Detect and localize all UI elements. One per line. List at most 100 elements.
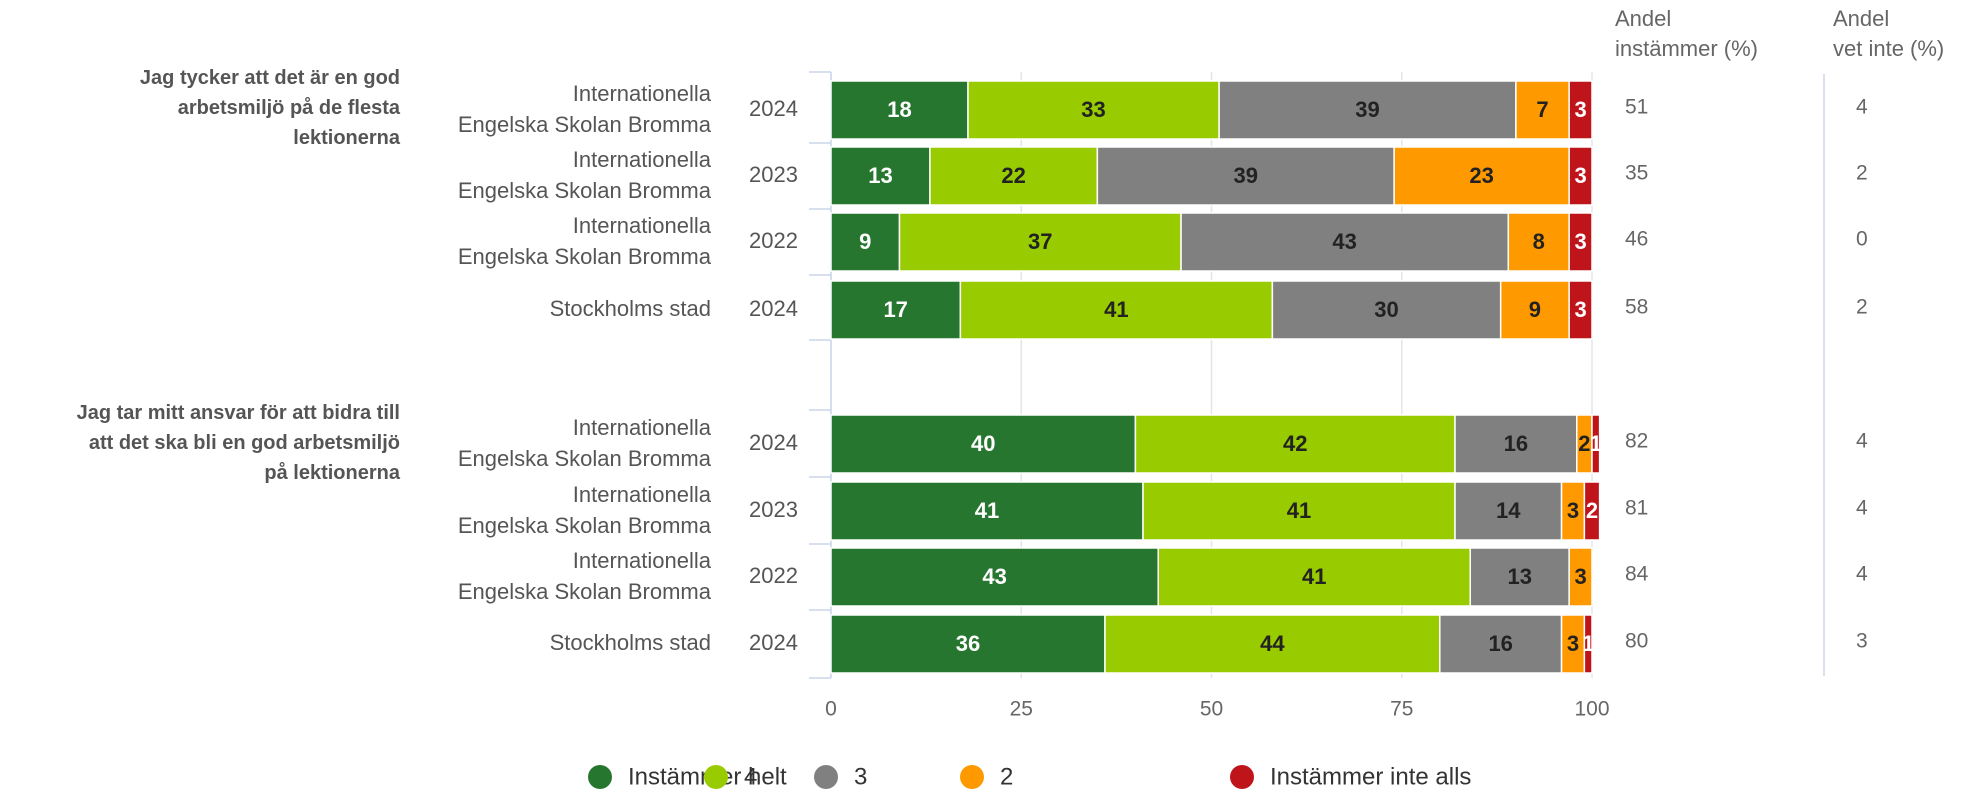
school-label: Engelska Skolan Bromma: [458, 112, 712, 137]
school-label: Engelska Skolan Bromma: [458, 579, 712, 604]
bar-segment: [830, 481, 1144, 541]
legend-marker: [960, 765, 984, 789]
andel-vet-inte-value: 4: [1856, 563, 1868, 586]
data-label: 41: [975, 498, 999, 523]
andel-instammer-value: 81: [1625, 497, 1648, 520]
data-label: 43: [982, 564, 1006, 589]
andel-vet-inte-value: 4: [1856, 96, 1868, 119]
data-label: 3: [1574, 564, 1586, 589]
bar-segment: [1568, 146, 1593, 206]
legend-marker: [588, 765, 612, 789]
bar-segment: [1568, 212, 1593, 272]
data-label: 17: [883, 297, 907, 322]
data-label: 3: [1574, 229, 1586, 254]
school-label: Engelska Skolan Bromma: [458, 513, 712, 538]
column-header-line: vet inte (%): [1833, 36, 1945, 61]
question-label-2: Jag tar mitt ansvar för att bidra till a…: [0, 398, 400, 488]
question-line: att det ska bli en god arbetsmiljö: [88, 432, 400, 454]
andel-instammer-value: 80: [1625, 630, 1648, 653]
data-label: 1: [1590, 431, 1602, 456]
school-label: Stockholms stad: [550, 296, 711, 321]
data-label: 36: [956, 631, 980, 656]
bar-segment: [1515, 80, 1570, 140]
school-label: Engelska Skolan Bromma: [458, 178, 712, 203]
data-label: 23: [1469, 163, 1493, 188]
bar-segment: [1134, 414, 1456, 474]
legend-item: Instämmer inte alls: [1270, 763, 1471, 790]
school-label: Internationella: [573, 213, 712, 238]
andel-vet-inte-value: 2: [1856, 162, 1868, 185]
column-header-line: Andel: [1615, 6, 1672, 31]
x-tick-label: 25: [1010, 698, 1033, 721]
year-label: 2024: [749, 430, 798, 455]
data-label: 41: [1287, 498, 1311, 523]
bar-segment: [830, 547, 1159, 607]
bar-segment: [1583, 481, 1601, 541]
data-label: 16: [1504, 431, 1528, 456]
bar-segment: [1218, 80, 1517, 140]
question-line: på lektionerna: [264, 462, 400, 484]
x-tick-label: 75: [1390, 698, 1413, 721]
data-label: 16: [1488, 631, 1512, 656]
legend-marker: [1230, 765, 1254, 789]
question-line: lektionerna: [293, 127, 400, 149]
question-label-1: Jag tycker att det är en god arbetsmiljö…: [0, 63, 400, 153]
bar-segment: [830, 146, 931, 206]
bar-segment: [1591, 414, 1601, 474]
data-label: 40: [971, 431, 995, 456]
data-label: 3: [1574, 163, 1586, 188]
school-label: Internationella: [573, 81, 712, 106]
x-tick-label: 50: [1200, 698, 1223, 721]
bar-segment: [830, 280, 962, 340]
data-label: 22: [1001, 163, 1025, 188]
bar-segment: [929, 146, 1099, 206]
data-label: 9: [1529, 297, 1541, 322]
bar-segment: [1142, 481, 1456, 541]
year-label: 2023: [749, 497, 798, 522]
bar-segment: [1568, 547, 1593, 607]
bar-segment: [1393, 146, 1570, 206]
andel-instammer-value: 35: [1625, 162, 1648, 185]
bar-segment: [1568, 280, 1593, 340]
data-label: 30: [1374, 297, 1398, 322]
andel-instammer-value: 84: [1625, 563, 1649, 586]
x-tick-label: 0: [825, 698, 837, 721]
data-label: 44: [1260, 631, 1285, 656]
data-label: 8: [1533, 229, 1545, 254]
bar-segment: [1157, 547, 1471, 607]
bar-segment: [1454, 481, 1563, 541]
data-label: 42: [1283, 431, 1307, 456]
school-label: Internationella: [573, 548, 712, 573]
data-label: 39: [1234, 163, 1258, 188]
bar-segment: [830, 414, 1137, 474]
andel-vet-inte-value: 2: [1856, 296, 1868, 319]
year-label: 2022: [749, 228, 798, 253]
year-label: 2024: [749, 96, 798, 121]
andel-instammer-value: 51: [1625, 96, 1648, 119]
column-header-line: Andel: [1833, 6, 1890, 31]
data-label: 39: [1355, 97, 1379, 122]
column-header-andel-vet-inte: Andel vet inte (%): [1833, 4, 1944, 64]
bar-segment: [830, 212, 901, 272]
andel-vet-inte-value: 0: [1856, 228, 1868, 251]
legend-marker: [704, 765, 728, 789]
column-header-line: instämmer (%): [1615, 36, 1759, 61]
data-label: 2: [1578, 431, 1590, 456]
data-label: 18: [887, 97, 911, 122]
data-label: 13: [868, 163, 892, 188]
bar-segment: [1271, 280, 1502, 340]
legend-item: 2: [1000, 763, 1013, 790]
bar-segment: [959, 280, 1274, 340]
question-line: Jag tycker att det är en god: [139, 67, 400, 89]
bar-segment: [1583, 614, 1593, 674]
question-line: Jag tar mitt ansvar för att bidra till: [76, 402, 400, 424]
bar-segment: [1499, 280, 1570, 340]
year-label: 2024: [749, 296, 798, 321]
year-label: 2022: [749, 563, 798, 588]
andel-vet-inte-value: 4: [1856, 430, 1868, 453]
school-label: Stockholms stad: [550, 630, 711, 655]
legend-item: 3: [854, 763, 867, 790]
data-label: 9: [859, 229, 871, 254]
school-label: Internationella: [573, 147, 712, 172]
